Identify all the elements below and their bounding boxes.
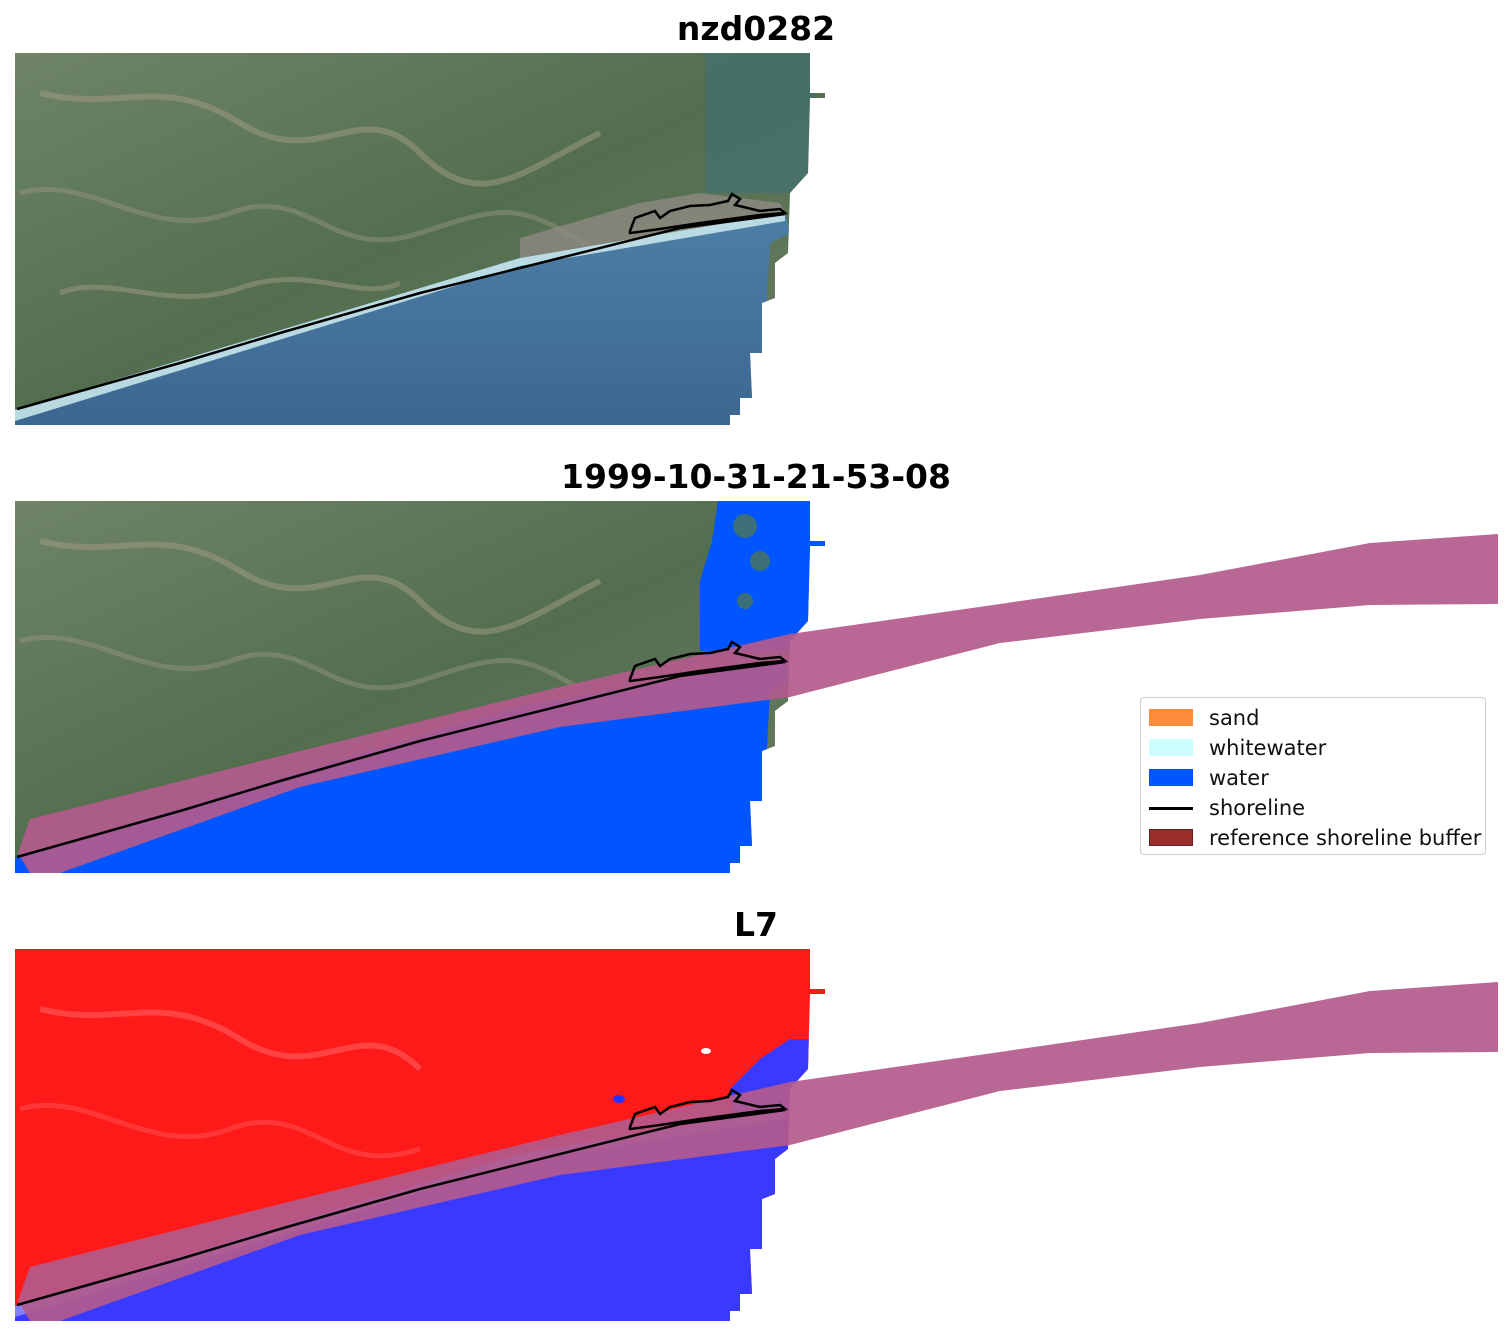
panel-title-classification: 1999-10-31-21-53-08 [561, 457, 951, 496]
classification-image [15, 501, 1498, 873]
legend-item-sand: sand [1149, 704, 1479, 730]
legend-label: shoreline [1209, 796, 1306, 820]
sand-swatch [1149, 709, 1193, 726]
classification-panel [0, 501, 1512, 873]
legend-label: sand [1209, 706, 1260, 730]
reference-shoreline-buffer [18, 534, 1498, 873]
legend-item-reference-buffer: reference shoreline buffer [1149, 824, 1482, 850]
legend-label: whitewater [1209, 736, 1327, 760]
reference-shoreline-buffer-index [18, 982, 1498, 1321]
shoreline-swatch [1149, 807, 1193, 810]
index-image-panel [0, 949, 1512, 1321]
legend-item-shoreline: shoreline [1149, 794, 1479, 820]
panel-title-index: L7 [734, 905, 778, 944]
buffer-swatch [1149, 829, 1193, 846]
rgb-image [15, 53, 825, 425]
legend: sand whitewater water shoreline referenc… [1140, 697, 1486, 855]
water-swatch [1149, 769, 1193, 786]
legend-label: water [1209, 766, 1269, 790]
legend-item-whitewater: whitewater [1149, 734, 1479, 760]
rgb-image-panel [0, 53, 1512, 425]
index-image [15, 949, 1498, 1321]
panel-title-rgb: nzd0282 [676, 9, 836, 48]
legend-label: reference shoreline buffer [1209, 826, 1482, 850]
legend-item-water: water [1149, 764, 1479, 790]
whitewater-swatch [1149, 739, 1193, 756]
